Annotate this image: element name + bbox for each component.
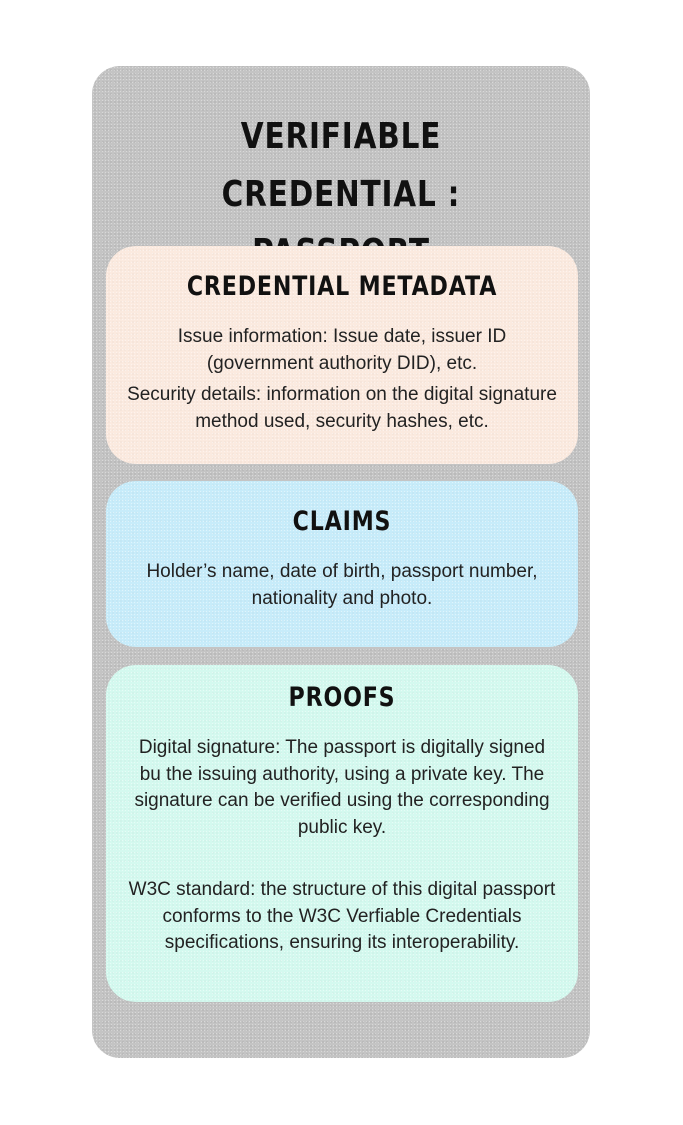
passport-credential-card: VERIFIABLE CREDENTIAL : PASSPORT CREDENT… [92,66,590,1058]
credential-metadata-panel: CREDENTIAL METADATA Issue information: I… [106,246,578,464]
digital-signature-text: Digital signature: The passport is digit… [134,737,550,838]
w3c-standard-text: W3C standard: the structure of this digi… [128,879,556,953]
proofs-panel: PROOFS Digital signature: The passport i… [106,665,578,1002]
proofs-heading: PROOFS [288,682,396,713]
claims-heading: CLAIMS [292,506,392,537]
claims-panel: CLAIMS Holder’s name, date of birth, pas… [106,481,578,647]
security-details-text: Security details: information on the dig… [127,384,557,432]
credential-metadata-heading: CREDENTIAL METADATA [186,271,498,302]
claims-text: Holder’s name, date of birth, passport n… [146,561,538,609]
issue-information-text: Issue information: Issue date, issuer ID… [177,326,507,374]
